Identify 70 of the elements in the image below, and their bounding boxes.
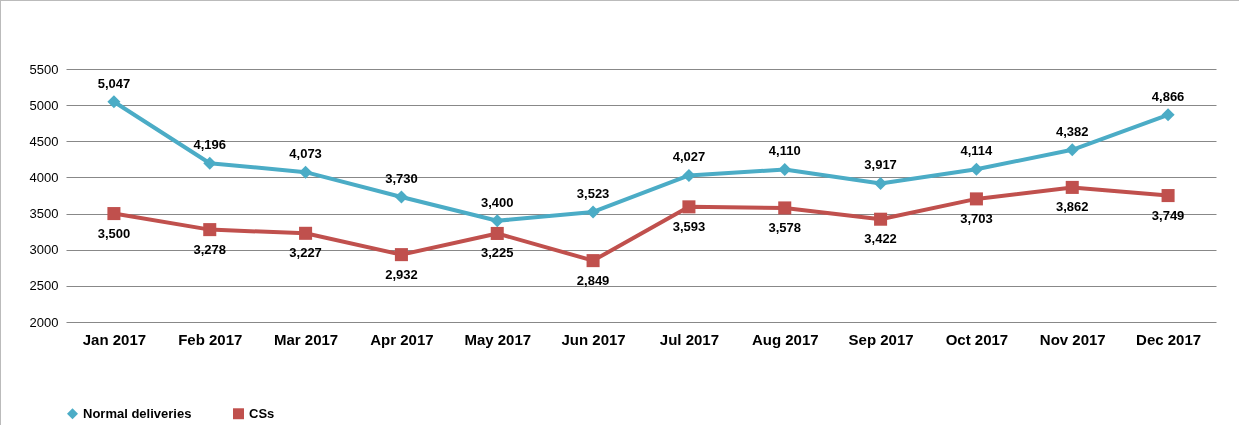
data-label: 3,422: [864, 231, 897, 247]
x-tick-label: Feb 2017: [178, 330, 243, 348]
data-label: 5,047: [97, 75, 131, 91]
data-label: 4,027: [672, 149, 706, 165]
point: [203, 223, 217, 237]
y-tick-label: 3000: [29, 242, 59, 258]
x-tick-label: Jun 2017: [561, 330, 626, 348]
point: [1065, 180, 1079, 194]
data-label: 3,278: [193, 241, 227, 257]
point: [107, 95, 121, 109]
point: [1161, 189, 1175, 203]
legend-label: CSs: [249, 405, 275, 421]
data-label: 3,500: [97, 225, 131, 241]
y-tick-label: 3500: [29, 206, 59, 222]
point: [394, 248, 408, 262]
y-tick-label: 5000: [29, 97, 59, 113]
x-tick-label: Sep 2017: [848, 330, 914, 348]
x-tick-label: Jul 2017: [659, 330, 720, 348]
x-tick-label: Jan 2017: [82, 330, 147, 348]
data-label: 4,073: [289, 146, 322, 162]
data-label: 3,227: [289, 245, 322, 261]
point: [1161, 108, 1175, 122]
data-label: 2,932: [385, 266, 418, 282]
x-tick-label: Nov 2017: [1039, 330, 1106, 348]
point: [490, 214, 504, 228]
point: [778, 162, 792, 176]
point: [203, 156, 217, 170]
x-tick-label: Oct 2017: [945, 330, 1009, 348]
point: [1065, 143, 1079, 157]
data-label: 3,523: [576, 185, 610, 201]
point: [874, 176, 888, 190]
point: [969, 162, 983, 176]
data-label: 3,400: [480, 194, 514, 210]
data-label: 4,114: [960, 143, 994, 159]
point: [299, 226, 313, 240]
data-label: 3,593: [672, 218, 706, 234]
data-label: 3,730: [385, 170, 418, 186]
y-tick-label: 5500: [29, 61, 59, 77]
y-tick-label: 2500: [29, 278, 59, 294]
legend-label: Normal deliveries: [83, 405, 192, 421]
point: [874, 212, 888, 226]
x-tick-label: Apr 2017: [370, 330, 434, 348]
x-tick-label: Dec 2017: [1136, 330, 1202, 348]
x-tick-label: Mar 2017: [273, 330, 339, 348]
y-tick-label: 2000: [29, 314, 59, 330]
point: [682, 200, 696, 214]
data-label: 3,225: [480, 245, 514, 261]
data-label: 3,578: [768, 219, 802, 235]
point: [778, 201, 792, 215]
point: [682, 168, 696, 182]
data-label: 4,110: [768, 143, 801, 159]
data-label: 4,382: [1055, 123, 1089, 139]
point: [586, 254, 600, 268]
data-label: 2,849: [576, 272, 610, 288]
point: [107, 207, 121, 221]
data-label: 3,703: [960, 210, 993, 226]
point: [969, 192, 983, 206]
y-tick-label: 4500: [29, 133, 59, 149]
data-label: 3,862: [1055, 199, 1089, 215]
point: [586, 205, 600, 219]
x-tick-label: Aug 2017: [751, 330, 819, 348]
y-tick-label: 4000: [29, 169, 59, 185]
x-tick-label: May 2017: [464, 330, 532, 348]
point: [299, 165, 313, 179]
data-label: 3,917: [864, 157, 897, 173]
data-label: 3,749: [1151, 207, 1185, 223]
data-label: 4,866: [1151, 88, 1185, 104]
data-label: 4,196: [193, 137, 227, 153]
point: [394, 190, 408, 204]
point: [490, 226, 504, 240]
